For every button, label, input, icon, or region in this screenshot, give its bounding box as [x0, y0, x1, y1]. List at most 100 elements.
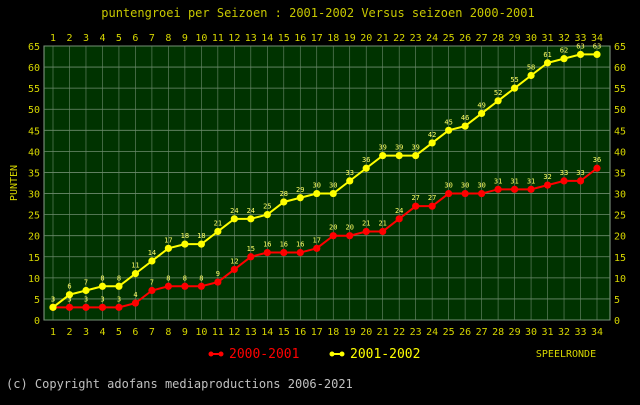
- y-tick-label-right: 15: [614, 253, 626, 264]
- data-label: 4: [133, 291, 137, 299]
- chart-title: puntengroei per Seizoen : 2001-2002 Vers…: [101, 6, 534, 20]
- y-tick-label-right: 5: [614, 295, 620, 306]
- data-point: [510, 185, 519, 193]
- data-label: 11: [131, 262, 139, 270]
- x-tick-label-bottom: 34: [591, 327, 603, 338]
- x-tick-label-bottom: 31: [542, 327, 554, 338]
- data-point: [115, 303, 123, 311]
- x-tick-label-bottom: 20: [360, 327, 372, 338]
- data-label: 18: [197, 232, 205, 240]
- x-tick-label-bottom: 11: [212, 327, 224, 338]
- data-label: 39: [378, 144, 386, 152]
- x-tick-label-bottom: 19: [344, 327, 356, 338]
- x-tick-label-top: 29: [509, 33, 521, 44]
- data-point: [560, 177, 568, 185]
- x-tick-label-top: 1: [50, 33, 56, 44]
- data-label: 27: [428, 194, 436, 202]
- data-label: 63: [593, 42, 601, 50]
- x-tick-label-top: 3: [83, 33, 89, 44]
- data-point: [181, 240, 189, 248]
- x-tick-label-bottom: 24: [426, 327, 438, 338]
- y-tick-label-left: 50: [28, 105, 40, 116]
- data-label: 20: [329, 224, 337, 232]
- x-tick-label-bottom: 3: [83, 327, 89, 338]
- x-tick-label-bottom: 18: [327, 327, 339, 338]
- x-tick-label-bottom: 16: [294, 327, 306, 338]
- data-label: 33: [576, 169, 584, 177]
- x-tick-label-bottom: 27: [476, 327, 488, 338]
- y-tick-label-right: 0: [614, 316, 620, 327]
- y-tick-label-right: 25: [614, 211, 626, 222]
- data-label: 8: [199, 274, 203, 282]
- y-tick-label-right: 30: [614, 190, 626, 201]
- data-label: 36: [593, 156, 601, 164]
- data-label: 16: [280, 241, 288, 249]
- data-point: [148, 286, 156, 295]
- data-point: [65, 303, 74, 311]
- y-tick-label-right: 60: [614, 63, 626, 74]
- data-point: [576, 177, 585, 185]
- x-tick-label-top: 4: [99, 33, 105, 44]
- data-label: 62: [560, 47, 568, 55]
- x-tick-label-bottom: 23: [410, 327, 422, 338]
- data-point: [131, 299, 140, 307]
- data-point: [379, 227, 387, 236]
- x-tick-label-bottom: 9: [182, 327, 188, 338]
- grid-lines: [44, 45, 610, 321]
- data-point: [560, 55, 568, 63]
- data-label: 28: [280, 190, 288, 198]
- y-tick-label-right: 40: [614, 147, 626, 158]
- data-point: [593, 164, 601, 172]
- x-tick-label-top: 34: [591, 33, 603, 44]
- data-label: 31: [527, 177, 535, 185]
- x-tick-label-top: 23: [410, 33, 422, 44]
- x-tick-label-top: 11: [212, 33, 224, 44]
- y-tick-label-left: 0: [34, 316, 40, 327]
- legend-swatch-marker: [208, 351, 214, 357]
- data-point: [82, 303, 90, 311]
- data-point: [510, 84, 519, 92]
- data-label: 21: [378, 219, 386, 227]
- x-tick-label-top: 7: [149, 33, 155, 44]
- data-label: 31: [494, 177, 502, 185]
- data-point: [82, 286, 90, 295]
- y-tick-label-left: 40: [28, 147, 40, 158]
- data-point: [445, 189, 453, 198]
- data-label: 32: [543, 173, 551, 181]
- x-tick-label-top: 12: [228, 33, 240, 44]
- data-point: [230, 265, 238, 274]
- x-tick-label-top: 24: [426, 33, 438, 44]
- data-point: [164, 244, 172, 252]
- data-point: [494, 185, 502, 193]
- data-label: 31: [510, 177, 518, 185]
- data-label: 7: [84, 278, 88, 286]
- data-label: 18: [181, 232, 189, 240]
- data-point: [181, 282, 189, 290]
- x-tick-label-top: 9: [182, 33, 188, 44]
- x-tick-label-bottom: 30: [525, 327, 537, 338]
- y-tick-label-right: 20: [614, 232, 626, 243]
- x-tick-label-bottom: 33: [574, 327, 586, 338]
- y-tick-label-right: 10: [614, 274, 626, 285]
- x-tick-label-top: 10: [195, 33, 207, 44]
- y-tick-label-right: 45: [614, 126, 626, 137]
- data-label: 6: [67, 283, 71, 291]
- x-tick-label-bottom: 29: [509, 327, 521, 338]
- data-point: [214, 278, 222, 286]
- data-point: [346, 177, 354, 185]
- data-label: 3: [84, 295, 88, 303]
- x-tick-label-top: 25: [443, 33, 455, 44]
- x-axis-label: SPEELRONDE: [536, 349, 596, 360]
- data-label: 12: [230, 257, 238, 265]
- data-label: 49: [477, 101, 485, 109]
- data-point: [412, 202, 420, 210]
- x-tick-label-bottom: 5: [116, 327, 122, 338]
- data-label: 7: [150, 278, 154, 286]
- data-point: [527, 185, 535, 193]
- data-label: 55: [510, 76, 518, 84]
- legend-entry: 2001-2002: [350, 347, 420, 362]
- data-point: [346, 232, 354, 240]
- series-line-2000-2001: [53, 167, 598, 309]
- x-tick-label-top: 30: [525, 33, 537, 44]
